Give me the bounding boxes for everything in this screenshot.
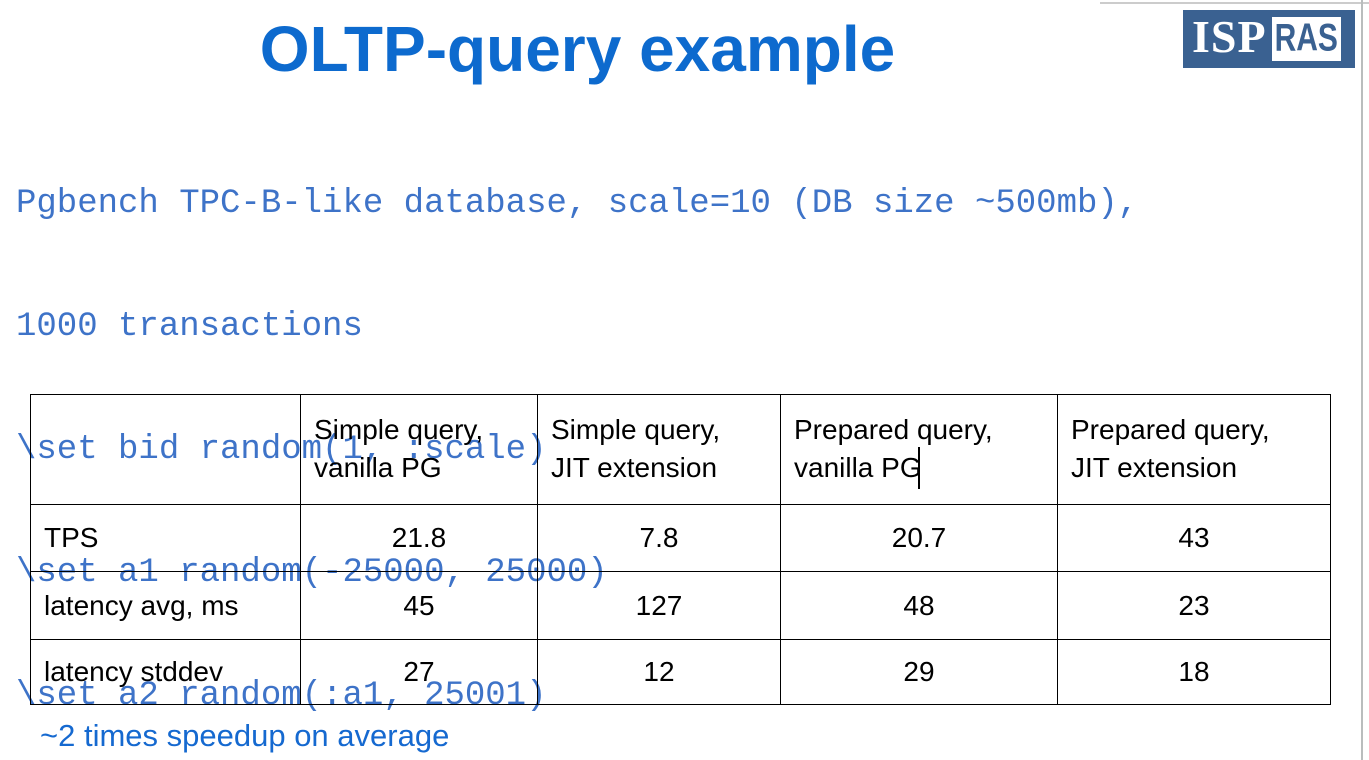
table-cell: 29 (780, 639, 1058, 705)
logo-ras-box: RAS (1271, 16, 1341, 61)
logo-isp-text: ISP (1192, 11, 1267, 62)
col-header-simple-jit: Simple query, JIT extension (537, 394, 781, 505)
table-cell: 48 (780, 571, 1058, 640)
page-title: OLTP-query example (259, 13, 896, 85)
code-line: 1000 transactions (16, 308, 363, 346)
footer-note: ~2 times speedup on average (40, 718, 450, 753)
table-cell: 7.8 (537, 504, 781, 572)
table-cell: 20.7 (780, 504, 1058, 572)
text-caret (918, 447, 920, 489)
table-cell: 21.8 (300, 504, 538, 572)
table-row-latency-stddev: latency stddev 27 12 29 18 (30, 639, 1331, 705)
code-line: Pgbench TPC-B-like database, scale=10 (D… (16, 185, 1139, 223)
page-right-edge (1361, 0, 1363, 760)
table-cell: 12 (537, 639, 781, 705)
col-header-prepared-vanilla[interactable]: Prepared query, vanilla PG (780, 394, 1058, 505)
table-header-row: Simple query, vanilla PG Simple query, J… (30, 394, 1331, 505)
page-top-edge (1100, 2, 1369, 4)
ispras-logo: ISP RAS (1183, 10, 1355, 68)
benchmark-results-table: Simple query, vanilla PG Simple query, J… (30, 394, 1331, 705)
table-cell: 18 (1057, 639, 1331, 705)
table-row-tps: TPS 21.8 7.8 20.7 43 (30, 504, 1331, 572)
table-cell: 23 (1057, 571, 1331, 640)
col-header-simple-vanilla: Simple query, vanilla PG (300, 394, 538, 505)
table-cell: 127 (537, 571, 781, 640)
table-cell: 43 (1057, 504, 1331, 572)
row-label: latency avg, ms (30, 571, 301, 640)
col-header-empty (30, 394, 301, 505)
row-label: TPS (30, 504, 301, 572)
table-row-latency-avg: latency avg, ms 45 127 48 23 (30, 571, 1331, 640)
logo-ras-text: RAS (1274, 16, 1338, 60)
table-cell: 45 (300, 571, 538, 640)
row-label: latency stddev (30, 639, 301, 705)
col-header-prepared-vanilla-label: Prepared query, vanilla PG (794, 414, 993, 483)
table-cell: 27 (300, 639, 538, 705)
col-header-prepared-jit: Prepared query, JIT extension (1057, 394, 1331, 505)
